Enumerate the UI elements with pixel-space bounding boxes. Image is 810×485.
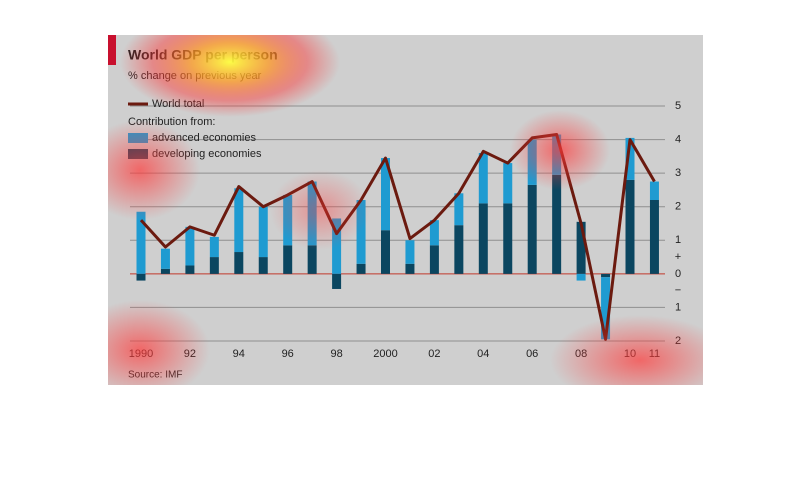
bar (381, 230, 390, 274)
x-tick-label: 96 (282, 348, 294, 360)
chart-title: World GDP per person (128, 47, 278, 63)
x-tick-label: 2000 (373, 348, 397, 360)
bar (576, 273, 586, 281)
bar (332, 273, 342, 289)
x-tick-label: 02 (428, 348, 440, 360)
bar (552, 174, 562, 274)
x-tick-label: 08 (575, 348, 587, 360)
bar (625, 179, 635, 274)
bar (160, 268, 170, 274)
bar (454, 193, 464, 226)
bar (429, 245, 439, 274)
bar (283, 245, 293, 274)
x-tick-label: 04 (477, 348, 489, 360)
bar (527, 184, 537, 274)
x-tick-label: 10 (624, 348, 636, 360)
bar (136, 211, 146, 274)
bar (503, 163, 513, 204)
bar (527, 139, 537, 185)
legend-heading: Contribution from: (128, 116, 215, 128)
bar (381, 158, 390, 231)
bar (601, 277, 611, 340)
bar (405, 240, 415, 264)
bar (478, 203, 488, 274)
sign-label: − (675, 285, 681, 297)
bar (234, 252, 244, 274)
source: Source: IMF (128, 370, 182, 381)
x-tick-label: 94 (233, 348, 245, 360)
bar (649, 200, 659, 274)
bar (356, 200, 366, 264)
bar (625, 137, 635, 180)
legend-swatch (128, 133, 148, 143)
brand-mark (108, 35, 116, 65)
chart-background (108, 35, 703, 385)
y-tick-label: 0 (675, 268, 681, 280)
bar (185, 226, 195, 266)
y-tick-label: 4 (675, 133, 681, 145)
bar (649, 181, 659, 200)
bar (601, 273, 611, 278)
bar (454, 225, 464, 274)
bar (283, 194, 293, 246)
bar (258, 257, 268, 274)
x-tick-label: 1990 (129, 348, 153, 360)
bar (234, 188, 244, 253)
x-tick-label: 92 (184, 348, 196, 360)
bar (160, 248, 170, 269)
y-tick-label: 5 (675, 100, 681, 112)
bar (209, 257, 219, 274)
x-tick-label: 11 (649, 348, 660, 360)
bar (503, 203, 513, 274)
bar (429, 220, 439, 246)
y-tick-label: 2 (675, 201, 681, 213)
chart-subtitle: % change on previous year (128, 70, 262, 82)
legend-label: World total (152, 98, 204, 110)
bar (136, 273, 146, 281)
bar (307, 245, 317, 274)
y-tick-label: 3 (675, 167, 681, 179)
bar (478, 153, 488, 204)
bar (209, 236, 219, 258)
bar (405, 263, 415, 274)
sign-label: + (675, 251, 681, 263)
bar (258, 206, 268, 258)
x-tick-label: 06 (526, 348, 538, 360)
legend-label: advanced economies (152, 132, 256, 144)
y-tick-label: 2 (675, 335, 681, 347)
y-tick-label: 1 (675, 301, 681, 313)
bar (576, 221, 586, 274)
y-tick-label: 1 (675, 234, 681, 246)
legend-label: developing economies (152, 148, 262, 160)
bar (185, 265, 195, 274)
legend-swatch (128, 149, 148, 159)
bar (356, 263, 366, 274)
x-tick-label: 98 (330, 348, 342, 360)
